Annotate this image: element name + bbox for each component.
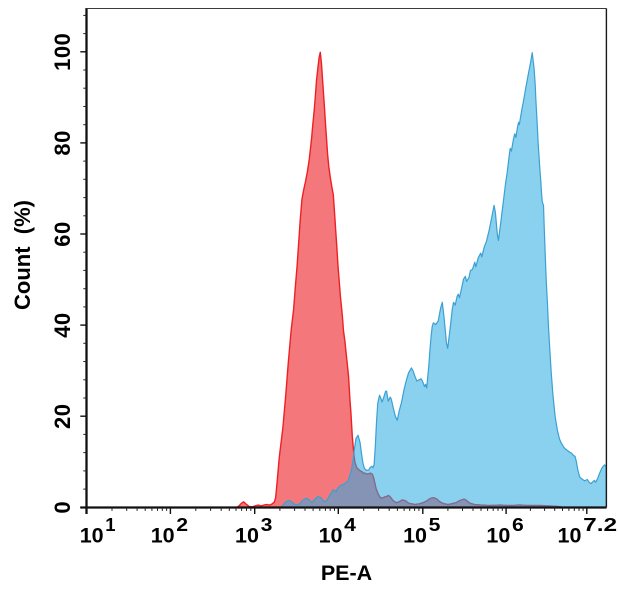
- svg-text:2: 2: [176, 514, 188, 535]
- svg-text:40: 40: [50, 312, 75, 337]
- svg-text:100: 100: [50, 33, 75, 71]
- svg-text:0: 0: [50, 501, 75, 514]
- svg-text:1: 1: [105, 514, 115, 535]
- svg-text:5: 5: [429, 514, 441, 535]
- svg-text:80: 80: [50, 130, 75, 155]
- svg-text:3: 3: [261, 514, 273, 535]
- svg-text:4: 4: [344, 514, 357, 535]
- svg-text:10: 10: [558, 524, 582, 548]
- svg-text:10: 10: [80, 524, 104, 548]
- svg-text:20: 20: [50, 403, 75, 428]
- svg-text:PE-A: PE-A: [321, 561, 372, 585]
- svg-text:10: 10: [319, 524, 343, 548]
- svg-text:10: 10: [151, 524, 175, 548]
- svg-text:7.2: 7.2: [583, 514, 617, 535]
- svg-text:6: 6: [512, 514, 524, 535]
- svg-text:60: 60: [50, 221, 75, 246]
- svg-text:Count (%): Count (%): [10, 200, 35, 310]
- svg-text:10: 10: [403, 524, 427, 548]
- svg-text:10: 10: [235, 524, 259, 548]
- svg-text:10: 10: [486, 524, 510, 548]
